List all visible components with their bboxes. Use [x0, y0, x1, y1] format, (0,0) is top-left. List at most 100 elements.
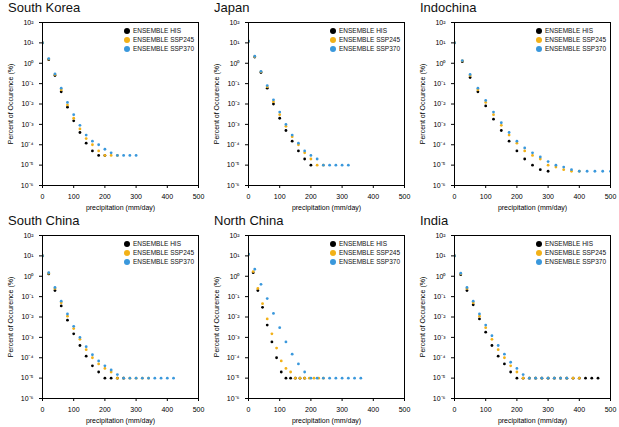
svg-text:10⁻³: 10⁻³: [433, 334, 446, 341]
svg-text:10⁻⁴: 10⁻⁴: [227, 141, 240, 148]
svg-text:0: 0: [247, 193, 251, 200]
svg-text:500: 500: [605, 193, 617, 200]
svg-text:10⁰: 10⁰: [436, 272, 447, 279]
svg-text:10⁻²: 10⁻²: [21, 100, 34, 107]
svg-text:500: 500: [399, 406, 411, 413]
svg-text:10⁻⁴: 10⁻⁴: [227, 354, 240, 361]
svg-text:10⁻³: 10⁻³: [21, 121, 34, 128]
svg-text:10⁻¹: 10⁻¹: [21, 293, 34, 300]
svg-text:10⁻¹: 10⁻¹: [433, 293, 446, 300]
svg-text:10⁻⁵: 10⁻⁵: [21, 161, 34, 168]
svg-text:10⁰: 10⁰: [24, 272, 35, 279]
svg-text:0: 0: [453, 193, 457, 200]
svg-text:10⁻⁵: 10⁻⁵: [433, 374, 446, 381]
svg-text:10⁻³: 10⁻³: [433, 121, 446, 128]
svg-text:400: 400: [161, 193, 173, 200]
svg-text:200: 200: [99, 193, 111, 200]
svg-text:10⁻¹: 10⁻¹: [227, 293, 240, 300]
svg-text:500: 500: [193, 406, 205, 413]
svg-text:precipitation (mm/day): precipitation (mm/day): [292, 204, 361, 212]
svg-text:10⁻⁵: 10⁻⁵: [433, 161, 446, 168]
svg-text:10¹: 10¹: [229, 252, 240, 259]
svg-text:Percent of Occurence (%): Percent of Occurence (%): [419, 64, 427, 145]
svg-text:10²: 10²: [23, 232, 34, 239]
svg-text:200: 200: [99, 406, 111, 413]
svg-text:400: 400: [573, 406, 585, 413]
svg-text:0: 0: [453, 406, 457, 413]
svg-text:10⁻¹: 10⁻¹: [433, 80, 446, 87]
svg-text:100: 100: [274, 406, 286, 413]
svg-text:400: 400: [573, 193, 585, 200]
svg-text:10⁻²: 10⁻²: [433, 100, 446, 107]
svg-text:100: 100: [68, 193, 80, 200]
svg-text:100: 100: [480, 193, 492, 200]
svg-text:10¹: 10¹: [23, 252, 34, 259]
svg-text:Percent of Occurence (%): Percent of Occurence (%): [213, 277, 221, 358]
svg-text:10⁻²: 10⁻²: [433, 313, 446, 320]
svg-text:200: 200: [511, 406, 523, 413]
svg-text:10⁻⁶: 10⁻⁶: [227, 182, 240, 189]
svg-text:10²: 10²: [435, 232, 446, 239]
svg-text:10¹: 10¹: [229, 39, 240, 46]
svg-text:10⁻⁶: 10⁻⁶: [21, 182, 34, 189]
svg-text:10⁻⁶: 10⁻⁶: [433, 395, 446, 402]
svg-text:500: 500: [399, 193, 411, 200]
svg-text:0: 0: [41, 406, 45, 413]
svg-text:precipitation (mm/day): precipitation (mm/day): [498, 417, 567, 425]
svg-text:10⁻²: 10⁻²: [227, 100, 240, 107]
svg-text:10⁻²: 10⁻²: [227, 313, 240, 320]
svg-text:10⁻²: 10⁻²: [21, 313, 34, 320]
svg-text:10⁰: 10⁰: [230, 272, 241, 279]
svg-text:10⁻⁶: 10⁻⁶: [227, 395, 240, 402]
svg-text:10⁰: 10⁰: [230, 59, 241, 66]
svg-text:0: 0: [247, 406, 251, 413]
svg-text:10¹: 10¹: [435, 252, 446, 259]
svg-text:0: 0: [41, 193, 45, 200]
svg-text:100: 100: [480, 406, 492, 413]
svg-text:500: 500: [193, 193, 205, 200]
svg-text:100: 100: [68, 406, 80, 413]
svg-text:10¹: 10¹: [23, 39, 34, 46]
svg-text:400: 400: [367, 406, 379, 413]
svg-text:Percent of Occurence (%): Percent of Occurence (%): [213, 64, 221, 145]
svg-text:100: 100: [274, 193, 286, 200]
svg-text:200: 200: [305, 406, 317, 413]
svg-text:400: 400: [367, 193, 379, 200]
svg-text:300: 300: [130, 406, 142, 413]
svg-text:200: 200: [511, 193, 523, 200]
svg-text:200: 200: [305, 193, 317, 200]
svg-text:10⁻⁴: 10⁻⁴: [433, 354, 446, 361]
svg-text:10²: 10²: [435, 19, 446, 26]
svg-text:10⁻⁴: 10⁻⁴: [21, 141, 34, 148]
svg-text:10⁻⁴: 10⁻⁴: [21, 354, 34, 361]
svg-text:Percent of Occurence (%): Percent of Occurence (%): [419, 277, 427, 358]
svg-text:10⁻⁶: 10⁻⁶: [433, 182, 446, 189]
svg-text:10⁻¹: 10⁻¹: [227, 80, 240, 87]
svg-text:precipitation (mm/day): precipitation (mm/day): [292, 417, 361, 425]
svg-text:500: 500: [605, 406, 617, 413]
svg-text:Percent of Occurence (%): Percent of Occurence (%): [7, 277, 15, 358]
svg-text:precipitation (mm/day): precipitation (mm/day): [86, 204, 155, 212]
svg-text:300: 300: [130, 193, 142, 200]
svg-text:10⁻⁵: 10⁻⁵: [21, 374, 34, 381]
svg-text:precipitation (mm/day): precipitation (mm/day): [86, 417, 155, 425]
svg-text:10²: 10²: [229, 232, 240, 239]
svg-text:10²: 10²: [229, 19, 240, 26]
svg-text:300: 300: [542, 193, 554, 200]
svg-text:precipitation (mm/day): precipitation (mm/day): [498, 204, 567, 212]
svg-text:10⁻³: 10⁻³: [21, 334, 34, 341]
svg-text:300: 300: [336, 406, 348, 413]
svg-text:400: 400: [161, 406, 173, 413]
svg-text:Percent of Occurence (%): Percent of Occurence (%): [7, 64, 15, 145]
svg-text:10⁰: 10⁰: [24, 59, 35, 66]
svg-text:10⁻¹: 10⁻¹: [21, 80, 34, 87]
svg-text:10⁻³: 10⁻³: [227, 121, 240, 128]
svg-text:10⁰: 10⁰: [436, 59, 447, 66]
svg-text:300: 300: [542, 406, 554, 413]
svg-text:10¹: 10¹: [435, 39, 446, 46]
svg-text:300: 300: [336, 193, 348, 200]
svg-text:10²: 10²: [23, 19, 34, 26]
svg-text:10⁻⁶: 10⁻⁶: [21, 395, 34, 402]
svg-text:10⁻⁵: 10⁻⁵: [227, 374, 240, 381]
svg-text:10⁻⁵: 10⁻⁵: [227, 161, 240, 168]
